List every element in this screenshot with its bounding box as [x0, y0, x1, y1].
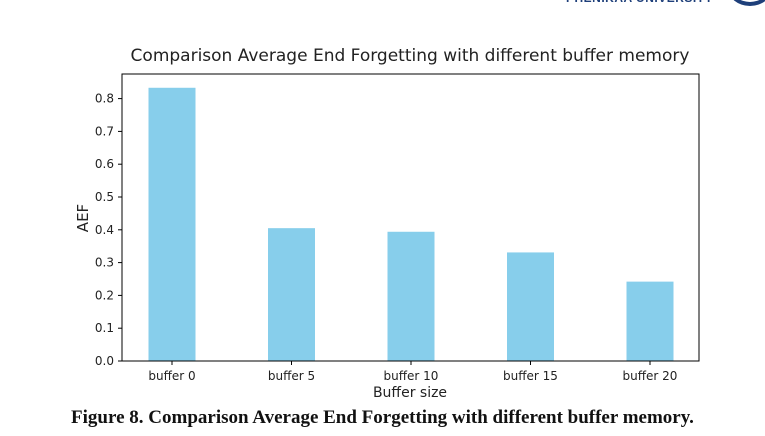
y-tick-label: 0.7	[95, 124, 114, 138]
x-axis-label: Buffer size	[373, 385, 447, 400]
figure-caption: Figure 8. Comparison Average End Forgett…	[71, 407, 694, 428]
bar-chart: Comparison Average End Forgetting with d…	[74, 46, 700, 400]
university-name: PHENIKAA UNIVERSITY	[566, 0, 716, 7]
bar-buffer-20	[626, 281, 674, 361]
chart-title: Comparison Average End Forgetting with d…	[131, 46, 690, 66]
bar-buffer-5	[268, 228, 315, 361]
y-tick-label: 0.4	[95, 223, 114, 237]
y-tick-label: 0.3	[95, 256, 114, 270]
bars-layer	[148, 87, 674, 361]
y-axis-label: AEF	[74, 204, 92, 232]
bar-buffer-10	[387, 231, 435, 361]
y-tick-label: 0.5	[95, 190, 114, 204]
bar-buffer-15	[507, 252, 554, 361]
x-tick-label: buffer 5	[268, 369, 315, 383]
y-tick-label: 0.1	[95, 321, 114, 335]
x-tick-label: buffer 10	[384, 369, 439, 383]
y-axis-ticks: 0.0 0.1 0.2 0.3 0.4 0.5 0.6 0.7 0.8	[95, 92, 122, 368]
bar-buffer-0	[148, 87, 196, 361]
plot-frame	[121, 73, 700, 362]
y-tick-label: 0.0	[95, 354, 114, 368]
x-axis-ticks: buffer 0 buffer 5 buffer 10 buffer 15 buffer…	[148, 361, 677, 383]
x-tick-label: buffer 0	[148, 369, 195, 383]
y-tick-label: 0.6	[95, 157, 114, 171]
x-tick-label: buffer 20	[623, 369, 678, 383]
y-tick-label: 0.2	[95, 288, 114, 302]
y-tick-label: 0.8	[95, 92, 114, 106]
x-tick-label: buffer 15	[503, 369, 558, 383]
